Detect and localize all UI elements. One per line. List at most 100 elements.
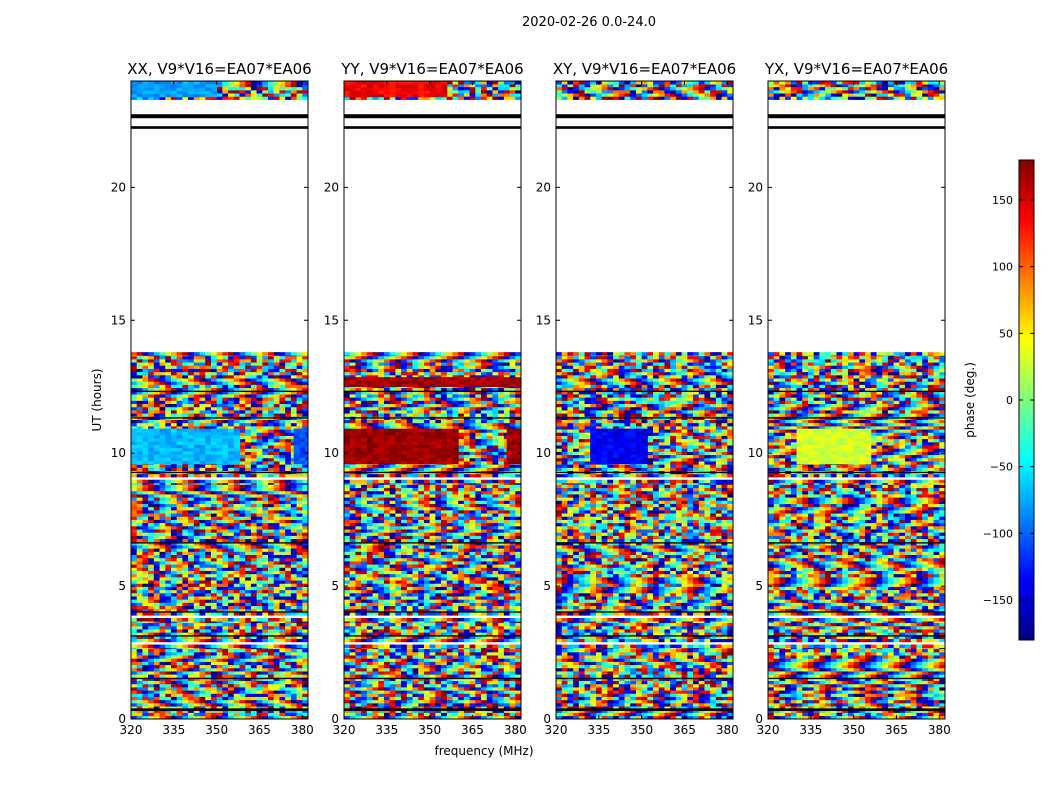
heatmap-cell [222, 570, 229, 575]
heatmap-cell [256, 473, 263, 478]
heatmap-cell [205, 573, 212, 578]
heatmap-cell [182, 519, 189, 524]
heatmap-cell [245, 352, 252, 356]
heatmap-cell [131, 577, 138, 581]
heatmap-cell [210, 500, 218, 504]
heatmap-cell [498, 674, 505, 678]
heatmap-cell [233, 381, 240, 385]
heatmap-cell [412, 664, 419, 669]
coherent-cell [182, 84, 189, 88]
heatmap-cell [395, 674, 402, 678]
heatmap-cell [210, 503, 218, 508]
heatmap-cell [290, 602, 298, 607]
heatmap-cell [302, 90, 308, 94]
heatmap-cell [199, 596, 206, 600]
heatmap-cell [222, 500, 229, 504]
heatmap-cell [136, 500, 143, 504]
heatmap-cell [159, 712, 166, 717]
heatmap-cell [302, 658, 308, 662]
heatmap-cell [131, 573, 138, 578]
heatmap-cell [228, 535, 235, 540]
heatmap-cell [228, 561, 235, 565]
heatmap-cell [262, 532, 269, 536]
heatmap-cell [165, 548, 172, 552]
heatmap-cell [165, 632, 172, 636]
heatmap-cell [228, 522, 235, 527]
heatmap-cell [256, 551, 263, 556]
heatmap-cell [503, 635, 511, 640]
coherent-cell [305, 444, 308, 449]
heatmap-cell [383, 706, 391, 710]
heatmap-cell [273, 554, 280, 559]
heatmap-cell [233, 503, 240, 508]
heatmap-cell [302, 394, 308, 398]
heatmap-cell [290, 355, 298, 360]
heatmap-cell [199, 658, 206, 662]
heatmap-cell [210, 487, 218, 492]
heatmap-cell [193, 709, 201, 713]
heatmap-cell [296, 403, 303, 408]
heatmap-cell [148, 608, 155, 613]
heatmap-cell [435, 693, 442, 697]
heatmap-cell [165, 577, 172, 581]
heatmap-cell [131, 592, 138, 597]
heatmap-cell [429, 671, 436, 675]
heatmap-cell [193, 464, 201, 468]
heatmap-cell [165, 583, 172, 587]
heatmap-cell [239, 580, 246, 584]
heatmap-cell [165, 696, 172, 701]
heatmap-cell [176, 362, 183, 366]
heatmap-cell [205, 635, 212, 640]
heatmap-cell [279, 567, 286, 571]
heatmap-cell [136, 712, 143, 717]
heatmap-cell [188, 413, 195, 417]
heatmap-cell [205, 541, 212, 546]
heatmap-cell [170, 378, 178, 382]
heatmap-cell [170, 490, 178, 495]
heatmap-cell [302, 671, 308, 675]
heatmap-cell [296, 648, 303, 653]
heatmap-cell [463, 635, 471, 640]
heatmap-cell [188, 387, 195, 392]
coherent-cell [131, 84, 138, 88]
heatmap-cell [412, 712, 419, 717]
heatmap-cell [245, 583, 252, 587]
heatmap-cell [290, 467, 298, 472]
heatmap-cell [273, 403, 280, 408]
heatmap-cell [355, 632, 362, 636]
heatmap-cell [222, 545, 229, 549]
heatmap-cell [262, 362, 269, 366]
coherent-cell [205, 435, 212, 439]
heatmap-cell [136, 378, 143, 382]
heatmap-cell [222, 712, 229, 717]
heatmap-cell [148, 570, 155, 575]
heatmap-cell [216, 617, 223, 622]
heatmap-cell [131, 494, 138, 498]
heatmap-cell [210, 706, 218, 710]
heatmap-cell [361, 690, 368, 694]
heatmap-cell [279, 629, 286, 633]
heatmap-cell [383, 635, 391, 640]
heatmap-cell [492, 638, 499, 643]
heatmap-cell [463, 677, 471, 682]
heatmap-cell [389, 644, 396, 649]
heatmap-cell [136, 596, 143, 600]
heatmap-cell [153, 538, 161, 543]
heatmap-cell [216, 715, 223, 719]
heatmap-cell [239, 557, 246, 562]
heatmap-cell [182, 554, 189, 559]
gap-line [131, 542, 308, 544]
heatmap-cell [182, 683, 189, 688]
heatmap-cell [481, 703, 488, 707]
heatmap-cell [372, 699, 379, 704]
heatmap-cell [273, 406, 280, 411]
heatmap-cell [159, 608, 166, 613]
heatmap-cell [205, 602, 212, 607]
heatmap-cell [302, 519, 308, 524]
heatmap-cell [372, 655, 379, 659]
heatmap-cell [193, 473, 201, 478]
heatmap-cell [245, 410, 252, 414]
heatmap-cell [153, 494, 161, 498]
heatmap-cell [136, 400, 143, 405]
heatmap-cell [199, 506, 206, 511]
